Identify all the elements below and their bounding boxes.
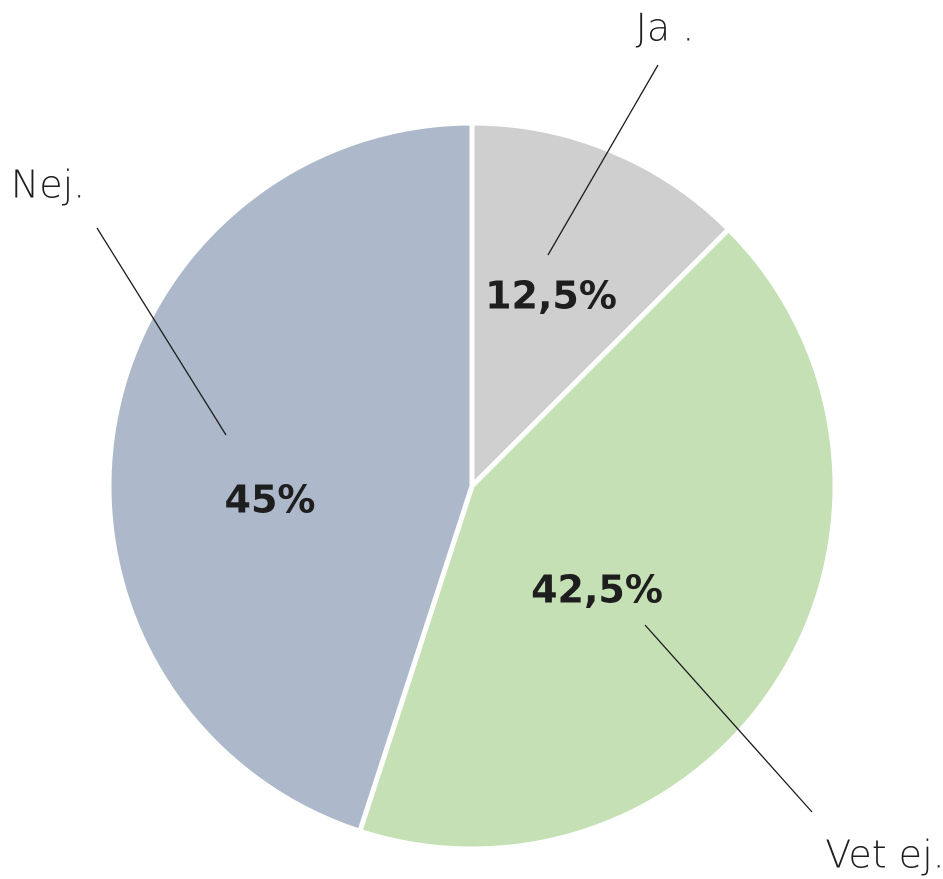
category-label: Ja . bbox=[636, 6, 695, 50]
value-label: 45% bbox=[225, 478, 316, 522]
pie-slice bbox=[106, 120, 475, 834]
category-label: Nej. bbox=[11, 163, 85, 207]
leader-line bbox=[547, 64, 659, 256]
leader-line bbox=[644, 624, 813, 813]
pie-slice bbox=[357, 226, 838, 852]
leader-line bbox=[96, 227, 227, 436]
pie-slice bbox=[469, 120, 732, 489]
value-label: 42,5% bbox=[531, 568, 663, 612]
category-label: Vet ej. bbox=[825, 833, 943, 877]
value-label: 12,5% bbox=[485, 274, 617, 318]
